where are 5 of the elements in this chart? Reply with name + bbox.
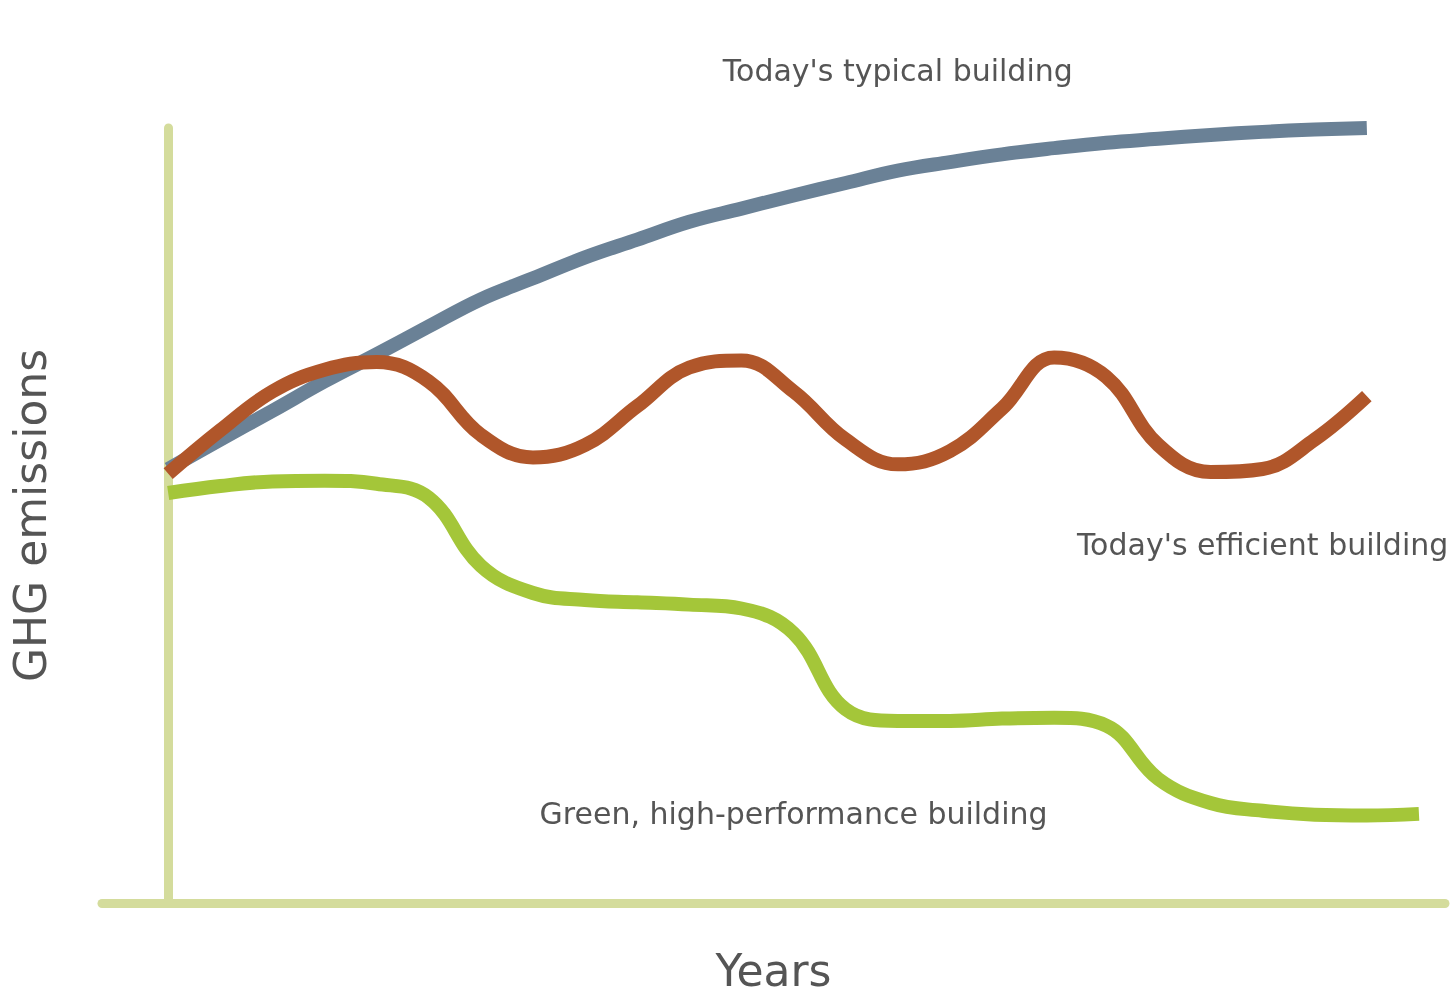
x-axis-title: Years (714, 944, 832, 996)
text: Green, high-performance building (539, 795, 1048, 831)
text: Today's efficient building (1075, 526, 1449, 562)
series-label: Today's typical building (721, 53, 1073, 89)
y-axis-title: GHG emissions (4, 348, 56, 683)
